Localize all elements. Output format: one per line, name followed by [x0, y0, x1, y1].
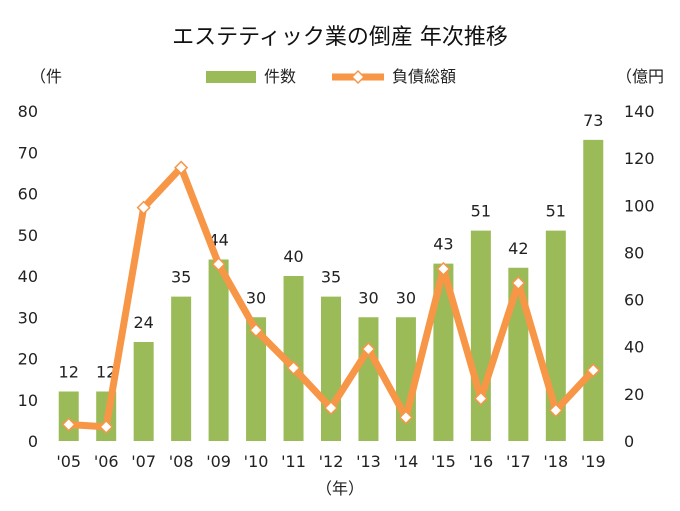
line-point — [61, 417, 76, 432]
bar — [133, 342, 154, 441]
left-tick-label: 70 — [18, 143, 38, 162]
x-tick-label: '06 — [94, 452, 119, 471]
right-tick-label: 140 — [624, 102, 655, 121]
right-tick-label: 100 — [624, 196, 655, 215]
left-tick-label: 50 — [18, 226, 38, 245]
line-point — [249, 323, 264, 338]
x-tick-label: '05 — [56, 452, 81, 471]
right-tick-label: 60 — [624, 291, 644, 310]
bar-data-label: 30 — [358, 288, 378, 307]
left-axis: 0 10 20 30 40 50 60 70 80 — [18, 102, 38, 451]
line-markers — [61, 160, 601, 434]
right-tick-label: 20 — [624, 385, 644, 404]
bar — [58, 391, 79, 441]
left-tick-label: 60 — [18, 185, 38, 204]
bar-data-label: 51 — [546, 202, 566, 221]
bar-data-label: 12 — [59, 363, 79, 382]
legend-diamond-icon — [350, 69, 366, 85]
right-tick-label: 80 — [624, 243, 644, 262]
bar-data-label: 24 — [133, 313, 153, 332]
right-axis: 0 20 40 60 80 100 120 140 — [624, 102, 655, 451]
bar-data-label: 51 — [471, 202, 491, 221]
line-point — [361, 342, 376, 357]
line-point — [136, 200, 151, 215]
left-axis-unit: （件 — [30, 67, 62, 86]
x-tick-label: '16 — [468, 452, 493, 471]
x-tick-label: '19 — [581, 452, 606, 471]
bar-data-label: 40 — [283, 247, 303, 266]
line-point — [586, 363, 601, 378]
bar-data-label: 42 — [508, 239, 528, 258]
right-axis-unit: （億円 — [616, 67, 664, 86]
legend-bar-swatch — [206, 71, 256, 83]
bar — [321, 296, 341, 441]
legend: 件数 負債総額 — [206, 67, 456, 86]
x-tick-label: '13 — [356, 452, 381, 471]
x-tick-label: '09 — [206, 452, 231, 471]
line-point — [511, 276, 526, 291]
left-tick-label: 80 — [18, 102, 38, 121]
chart-title: エステティック業の倒産 年次推移 — [172, 25, 508, 50]
x-tick-label: '10 — [244, 452, 269, 471]
bar — [358, 317, 379, 441]
line-point — [436, 261, 451, 276]
x-tick-label: '08 — [169, 452, 194, 471]
bar — [583, 139, 604, 441]
x-axis-unit: （年） — [316, 479, 364, 498]
bar — [433, 263, 454, 441]
bar-data-label: 30 — [396, 288, 416, 307]
bar — [246, 317, 267, 441]
left-tick-label: 40 — [18, 267, 38, 286]
right-tick-label: 40 — [624, 338, 644, 357]
bar — [208, 259, 229, 441]
bar — [171, 296, 192, 441]
bar — [470, 230, 491, 441]
left-tick-label: 20 — [18, 350, 38, 369]
x-tick-label: '17 — [506, 452, 531, 471]
bar-data-label: 43 — [433, 235, 453, 254]
x-tick-label: '07 — [131, 452, 156, 471]
x-tick-label: '18 — [543, 452, 568, 471]
x-tick-label: '14 — [394, 452, 419, 471]
line-point — [398, 410, 413, 425]
line-point — [323, 400, 339, 416]
bar-data-label: 35 — [171, 268, 191, 287]
bar-data-label: 73 — [583, 111, 603, 130]
legend-label-count: 件数 — [264, 67, 296, 86]
x-tick-label: '12 — [319, 452, 344, 471]
right-tick-label: 120 — [624, 149, 655, 168]
line-point — [473, 391, 488, 406]
bar-data-label: 35 — [321, 268, 341, 287]
bar — [283, 276, 304, 441]
x-tick-label: '11 — [281, 452, 306, 471]
left-tick-label: 10 — [18, 391, 38, 410]
legend-label-debt: 負債総額 — [392, 67, 456, 86]
left-tick-label: 30 — [18, 308, 38, 327]
line-point — [99, 419, 114, 434]
bar-data-label: 30 — [246, 288, 266, 307]
right-tick-label: 0 — [624, 432, 634, 451]
line-point — [211, 257, 226, 272]
line-point — [174, 160, 189, 175]
x-tick-label: '15 — [431, 452, 456, 471]
left-tick-label: 0 — [28, 432, 38, 451]
line-point — [548, 403, 563, 418]
line-point — [286, 360, 301, 375]
x-axis: '05 '06 '07 '08 '09 '10 '11 '12 '13 '14 '15 '16 '17 '… — [56, 452, 605, 471]
